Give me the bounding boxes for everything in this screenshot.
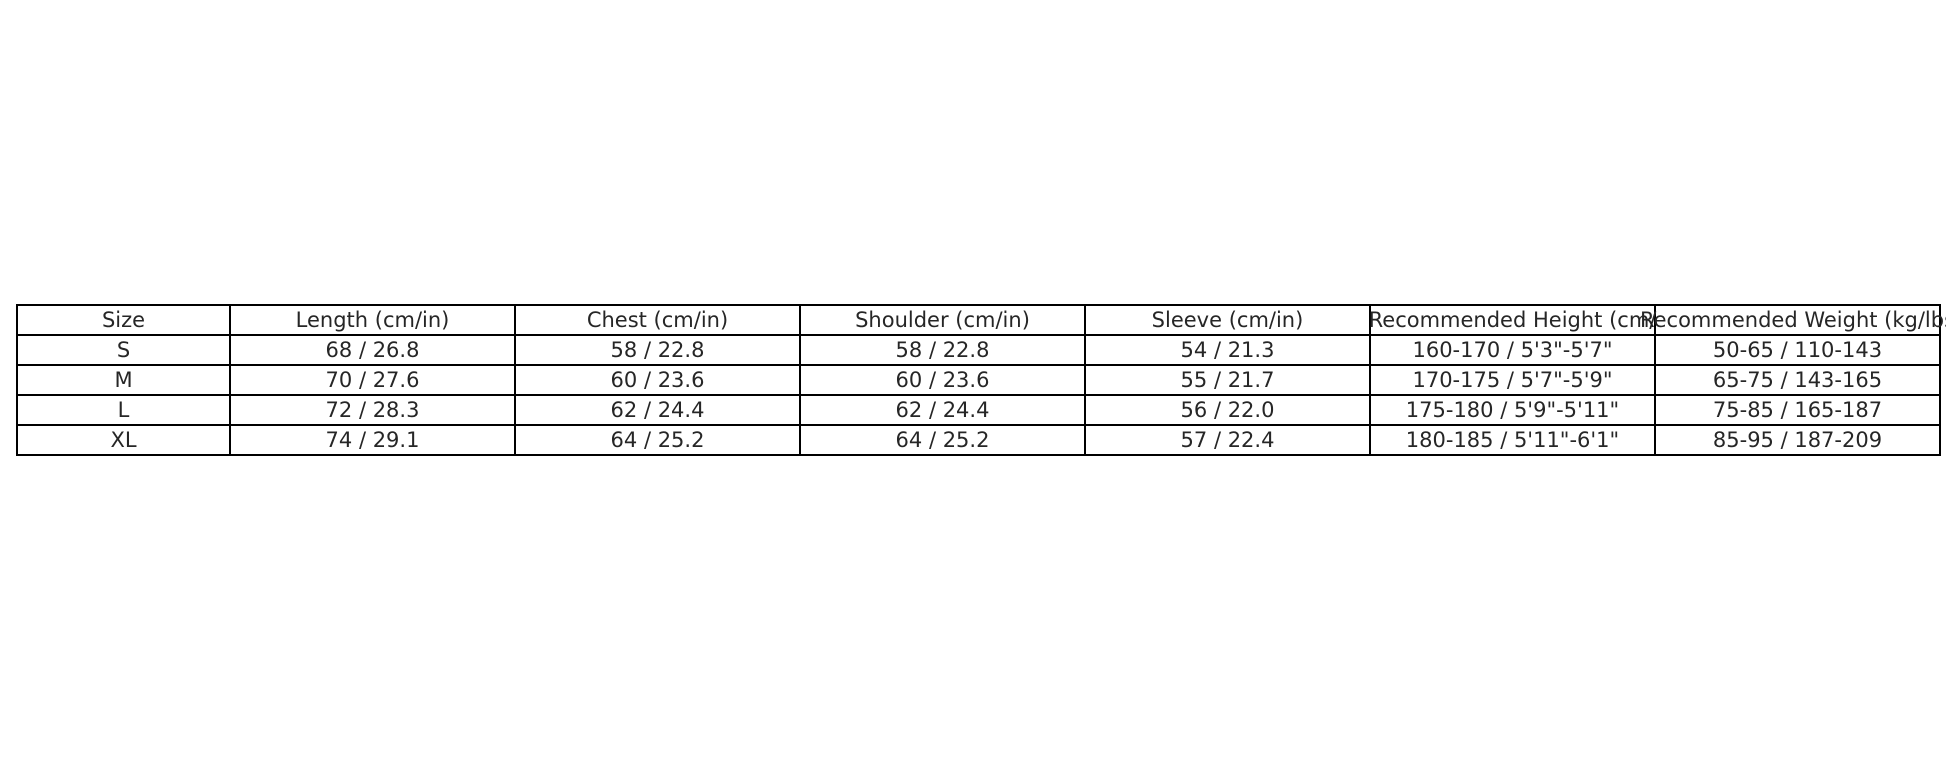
- header-cell: Shoulder (cm/in): [799, 304, 1086, 336]
- table-cell: 60 / 23.6: [799, 364, 1086, 396]
- cell-value: 58 / 22.8: [895, 338, 990, 362]
- header-cell: Size: [16, 304, 231, 336]
- cell-value: 56 / 22.0: [1180, 398, 1275, 422]
- cell-value: 58 / 22.8: [610, 338, 705, 362]
- table-cell: L: [16, 394, 231, 426]
- header-label: Length (cm/in): [295, 308, 450, 332]
- cell-value: 64 / 25.2: [610, 428, 705, 452]
- table-cell: M: [16, 364, 231, 396]
- size-chart-table: Size Length (cm/in) Chest (cm/in) Shoulder …: [16, 304, 1946, 456]
- cell-value: L: [117, 398, 130, 422]
- header-cell: Chest (cm/in): [514, 304, 801, 336]
- cell-value: 62 / 24.4: [610, 398, 705, 422]
- header-cell: Recommended Height (cm/: [1368, 304, 1657, 336]
- cell-value: 54 / 21.3: [1180, 338, 1275, 362]
- cell-value: S: [116, 338, 131, 362]
- table-cell: S: [16, 334, 231, 366]
- cell-value: 160-170 / 5'3"-5'7": [1412, 338, 1613, 362]
- table-cell: 180-185 / 5'11"-6'1": [1369, 424, 1656, 456]
- header-label: Sleeve (cm/in): [1151, 308, 1304, 332]
- cell-value: 68 / 26.8: [325, 338, 420, 362]
- cell-value: M: [114, 368, 133, 392]
- cell-value: 65-75 / 143-165: [1712, 368, 1883, 392]
- header-cell: Sleeve (cm/in): [1084, 304, 1371, 336]
- table-cell: 50-65 / 110-143: [1654, 334, 1941, 366]
- table-row: M 70 / 27.6 60 / 23.6 60 / 23.6 55 / 21.7 170…: [16, 364, 1941, 396]
- cell-value: 50-65 / 110-143: [1712, 338, 1883, 362]
- table-cell: 62 / 24.4: [799, 394, 1086, 426]
- table-cell: 62 / 24.4: [514, 394, 801, 426]
- table-cell: 170-175 / 5'7"-5'9": [1369, 364, 1656, 396]
- table-cell: 160-170 / 5'3"-5'7": [1369, 334, 1656, 366]
- header-label: Recommended Height (cm/: [1368, 308, 1657, 332]
- table-header-row: Size Length (cm/in) Chest (cm/in) Shoulder …: [16, 304, 1946, 336]
- cell-value: 74 / 29.1: [325, 428, 420, 452]
- table-row: L 72 / 28.3 62 / 24.4 62 / 24.4 56 / 22.0 175…: [16, 394, 1941, 426]
- cell-value: XL: [110, 428, 137, 452]
- table-cell: 74 / 29.1: [229, 424, 516, 456]
- table-cell: 60 / 23.6: [514, 364, 801, 396]
- table-cell: 58 / 22.8: [514, 334, 801, 366]
- header-cell: Recommended Weight (kg/lbs: [1640, 304, 1946, 336]
- cell-value: 60 / 23.6: [610, 368, 705, 392]
- table-cell: 75-85 / 165-187: [1654, 394, 1941, 426]
- cell-value: 70 / 27.6: [325, 368, 420, 392]
- cell-value: 175-180 / 5'9"-5'11": [1405, 398, 1620, 422]
- header-label: Chest (cm/in): [586, 308, 729, 332]
- header-label: Size: [101, 308, 146, 332]
- cell-value: 57 / 22.4: [1180, 428, 1275, 452]
- table-cell: 64 / 25.2: [799, 424, 1086, 456]
- table-cell: 55 / 21.7: [1084, 364, 1371, 396]
- table-row: XL 74 / 29.1 64 / 25.2 64 / 25.2 57 / 22.4 18…: [16, 424, 1941, 456]
- table-cell: 70 / 27.6: [229, 364, 516, 396]
- cell-value: 170-175 / 5'7"-5'9": [1412, 368, 1613, 392]
- table-row: S 68 / 26.8 58 / 22.8 58 / 22.8 54 / 21.3 160…: [16, 334, 1941, 366]
- cell-value: 64 / 25.2: [895, 428, 990, 452]
- table-cell: 85-95 / 187-209: [1654, 424, 1941, 456]
- table-cell: 72 / 28.3: [229, 394, 516, 426]
- cell-value: 72 / 28.3: [325, 398, 420, 422]
- table-cell: 68 / 26.8: [229, 334, 516, 366]
- cell-value: 75-85 / 165-187: [1712, 398, 1883, 422]
- table-cell: 175-180 / 5'9"-5'11": [1369, 394, 1656, 426]
- table-cell: 56 / 22.0: [1084, 394, 1371, 426]
- table-cell: 58 / 22.8: [799, 334, 1086, 366]
- header-label: Shoulder (cm/in): [855, 308, 1030, 332]
- cell-value: 55 / 21.7: [1180, 368, 1275, 392]
- table-cell: 65-75 / 143-165: [1654, 364, 1941, 396]
- header-cell: Length (cm/in): [229, 304, 516, 336]
- header-label: Recommended Weight (kg/lbs: [1639, 308, 1946, 332]
- cell-value: 60 / 23.6: [895, 368, 990, 392]
- table-cell: XL: [16, 424, 231, 456]
- table-cell: 54 / 21.3: [1084, 334, 1371, 366]
- cell-value: 85-95 / 187-209: [1712, 428, 1883, 452]
- table-cell: 64 / 25.2: [514, 424, 801, 456]
- cell-value: 180-185 / 5'11"-6'1": [1405, 428, 1620, 452]
- table-cell: 57 / 22.4: [1084, 424, 1371, 456]
- cell-value: 62 / 24.4: [895, 398, 990, 422]
